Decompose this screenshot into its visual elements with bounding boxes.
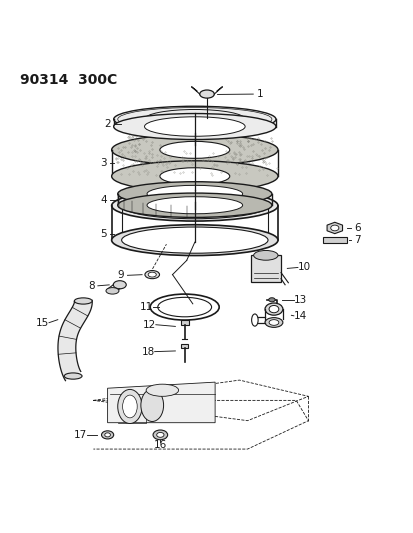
Ellipse shape	[104, 433, 110, 437]
Text: 15: 15	[36, 318, 49, 328]
Ellipse shape	[268, 298, 275, 302]
Polygon shape	[58, 301, 92, 381]
Text: 11: 11	[139, 302, 152, 312]
Ellipse shape	[121, 192, 267, 219]
Ellipse shape	[147, 197, 242, 214]
Ellipse shape	[101, 431, 114, 439]
Ellipse shape	[112, 225, 278, 255]
Text: 1: 1	[256, 89, 262, 99]
Text: 14: 14	[293, 311, 306, 321]
Polygon shape	[93, 400, 308, 449]
Text: 9: 9	[117, 270, 124, 280]
Ellipse shape	[117, 182, 271, 206]
Ellipse shape	[114, 114, 275, 140]
Bar	[250, 255, 280, 282]
Ellipse shape	[114, 106, 275, 132]
Polygon shape	[326, 222, 342, 233]
Bar	[180, 344, 188, 349]
Ellipse shape	[159, 168, 229, 185]
Text: 5: 5	[100, 229, 107, 239]
Ellipse shape	[146, 384, 178, 397]
Ellipse shape	[144, 117, 244, 136]
Ellipse shape	[264, 303, 282, 315]
Ellipse shape	[147, 185, 242, 203]
Ellipse shape	[140, 389, 163, 422]
Ellipse shape	[122, 395, 137, 418]
Text: 6: 6	[353, 223, 360, 233]
Polygon shape	[93, 380, 308, 421]
Text: 16: 16	[153, 440, 166, 450]
Ellipse shape	[112, 190, 278, 221]
Text: 18: 18	[141, 346, 154, 357]
Bar	[322, 237, 346, 244]
Ellipse shape	[145, 271, 159, 279]
Text: 13: 13	[293, 295, 306, 305]
Ellipse shape	[117, 193, 271, 217]
Text: 10: 10	[297, 262, 310, 272]
Ellipse shape	[153, 430, 167, 440]
Ellipse shape	[106, 288, 119, 294]
Text: 7: 7	[353, 235, 360, 245]
Ellipse shape	[251, 314, 257, 326]
Ellipse shape	[253, 251, 278, 260]
Text: 8: 8	[88, 281, 95, 291]
Ellipse shape	[330, 225, 338, 231]
Text: 12: 12	[142, 319, 156, 329]
Ellipse shape	[117, 390, 142, 424]
Text: 3: 3	[100, 158, 107, 168]
Ellipse shape	[156, 432, 164, 437]
Polygon shape	[107, 382, 215, 423]
Text: 2: 2	[104, 119, 111, 130]
Ellipse shape	[64, 373, 82, 379]
Ellipse shape	[264, 318, 282, 327]
Ellipse shape	[159, 141, 229, 158]
Ellipse shape	[148, 272, 156, 277]
Ellipse shape	[268, 305, 278, 313]
Text: 4: 4	[100, 195, 107, 205]
Bar	[180, 320, 188, 325]
Text: 90314  300C: 90314 300C	[20, 72, 117, 86]
Ellipse shape	[113, 281, 126, 289]
Text: 17: 17	[74, 430, 87, 440]
Ellipse shape	[112, 161, 278, 192]
Ellipse shape	[74, 298, 92, 304]
Ellipse shape	[121, 227, 267, 253]
Ellipse shape	[268, 320, 278, 325]
Ellipse shape	[199, 90, 214, 98]
Ellipse shape	[112, 134, 278, 165]
